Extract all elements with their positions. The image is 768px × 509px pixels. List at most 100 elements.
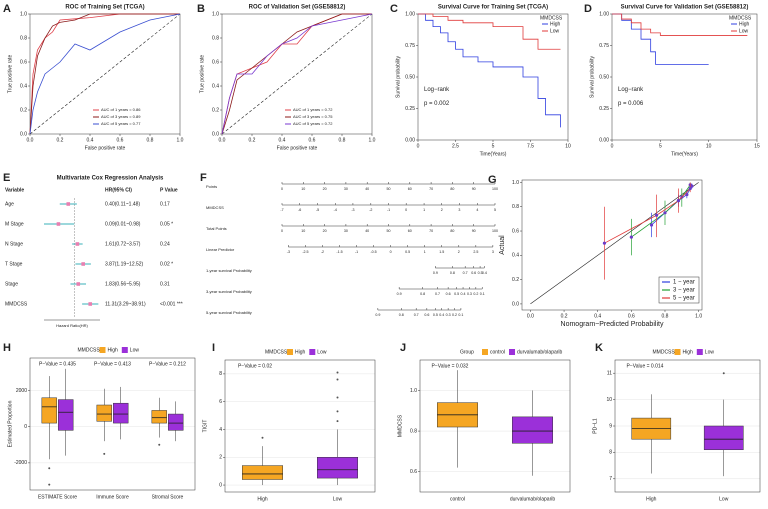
- annotation: P−Value = 0.413: [94, 361, 131, 367]
- plot-frame: [419, 359, 571, 493]
- hr-ci: 0.09(0.01~0.98): [105, 221, 141, 227]
- variable: M Stage: [5, 221, 24, 227]
- legend-swatch: [121, 347, 128, 353]
- scale-label: 0: [281, 229, 283, 233]
- row-label: 5-year survival Probability: [206, 310, 252, 315]
- scale-label: 0.1: [458, 313, 463, 317]
- calibration-line: [604, 188, 691, 244]
- box: [703, 425, 744, 451]
- curve: [418, 13, 561, 128]
- scale-label: 3: [458, 208, 460, 212]
- legend-swatch: [674, 349, 681, 355]
- legend-label: control: [490, 349, 505, 355]
- point: [629, 235, 633, 239]
- x-tick-label: 0: [417, 143, 420, 149]
- outlier: [48, 467, 51, 470]
- scale-label: 0: [390, 250, 392, 254]
- legend-label: Low: [317, 349, 327, 355]
- y-axis-label: Survival probability: [589, 56, 595, 98]
- outlier: [48, 483, 51, 486]
- x-tick-label: 0.8: [147, 137, 154, 143]
- curve: [221, 13, 373, 135]
- annotation: P−Value = 0.014: [627, 363, 664, 369]
- legend-swatch: [482, 349, 488, 355]
- legend-label: High: [739, 21, 750, 27]
- scale-label: -2: [321, 250, 324, 254]
- scale-label: 0: [405, 208, 407, 212]
- x-tick-label: 1.0: [695, 313, 702, 319]
- box: [58, 399, 74, 431]
- legend-label: Low: [130, 347, 140, 353]
- scale-label: 30: [344, 187, 348, 191]
- scale-label: 60: [408, 229, 412, 233]
- scale-label: 0.2: [473, 292, 478, 296]
- row-label: Total Points: [206, 226, 227, 231]
- y-tick-label: 7: [609, 476, 612, 482]
- y-axis-label: Actual: [499, 235, 506, 255]
- chart-title: ROC of Validation Set (GSE58812): [249, 5, 346, 11]
- column-header: Variable: [5, 187, 24, 193]
- x-tick-label: 0.2: [57, 137, 64, 143]
- y-tick-label: 2000: [16, 388, 27, 394]
- scale-label: 80: [450, 187, 454, 191]
- x-tick-label: 0.4: [594, 313, 601, 319]
- p-value: 0.17: [160, 201, 170, 207]
- legend-title: MMDCSS: [729, 15, 752, 21]
- variable: MMDCSS: [5, 301, 28, 307]
- y-axis-label: Survival probability: [395, 56, 401, 98]
- x-tick-label: 0.0: [527, 313, 534, 319]
- y-tick-label: 0.00: [599, 137, 609, 143]
- box: [242, 465, 283, 480]
- y-tick-label: 0.2: [20, 107, 27, 113]
- x-axis-label: Hazard Ratio(HR): [56, 323, 88, 328]
- plot-frame: [521, 179, 703, 311]
- x-tick-label: 0.2: [249, 137, 256, 143]
- legend-swatch: [696, 349, 703, 355]
- scale-label: 70: [429, 229, 433, 233]
- scale-label: 0.8: [420, 292, 425, 296]
- panel-letter: E: [3, 172, 10, 184]
- scale-label: 0.6: [471, 271, 476, 275]
- box: [317, 457, 358, 479]
- annotation: P−Value = 0.212: [149, 361, 186, 367]
- x-tick-label: 10: [565, 143, 571, 149]
- legend-label: High: [683, 349, 694, 355]
- x-tick-label: Low: [719, 496, 729, 502]
- curve: [29, 13, 180, 135]
- box: [512, 416, 553, 444]
- y-axis-label: MMDCSS: [397, 414, 403, 437]
- x-axis-label: False positive rate: [85, 145, 126, 151]
- y-tick-label: 1.0: [410, 388, 417, 394]
- annotation: P−Value = 0.435: [39, 361, 76, 367]
- point: [663, 211, 667, 215]
- p-value: <0.001 ***: [160, 301, 183, 307]
- scale-label: 50: [387, 187, 391, 191]
- x-tick-label: 1.0: [369, 137, 376, 143]
- scale-label: 50: [387, 229, 391, 233]
- hr-marker: [56, 222, 61, 226]
- scale-label: -2: [369, 208, 372, 212]
- x-tick-label: 5: [492, 143, 495, 149]
- x-tick-label: 1.0: [177, 137, 184, 143]
- plot-frame: [417, 13, 569, 141]
- legend-label: High: [550, 21, 561, 27]
- y-tick-label: 0.4: [20, 83, 27, 89]
- point: [602, 241, 607, 245]
- scale-label: 0.3: [467, 292, 472, 296]
- hr-ci: 3.87(1.19~12.52): [105, 261, 144, 267]
- panel-letter: B: [197, 3, 205, 15]
- scale-label: 0.2: [452, 313, 457, 317]
- scale-label: 0.5: [454, 292, 459, 296]
- scale-label: 0.7: [463, 271, 468, 275]
- legend-label: durvalumab/olaparib: [517, 349, 563, 355]
- x-tick-label: ESTIMATE Score: [38, 494, 77, 500]
- x-tick-label: 10: [706, 143, 712, 149]
- x-tick-label: 0.6: [628, 313, 635, 319]
- y-tick-label: 0.25: [405, 106, 415, 112]
- y-tick-label: 6: [219, 399, 222, 405]
- scale-label: 0.5: [433, 313, 438, 317]
- panel-letter: A: [3, 3, 11, 15]
- scale-label: 1.5: [439, 250, 444, 254]
- x-tick-label: 7.5: [527, 143, 534, 149]
- point: [654, 213, 659, 217]
